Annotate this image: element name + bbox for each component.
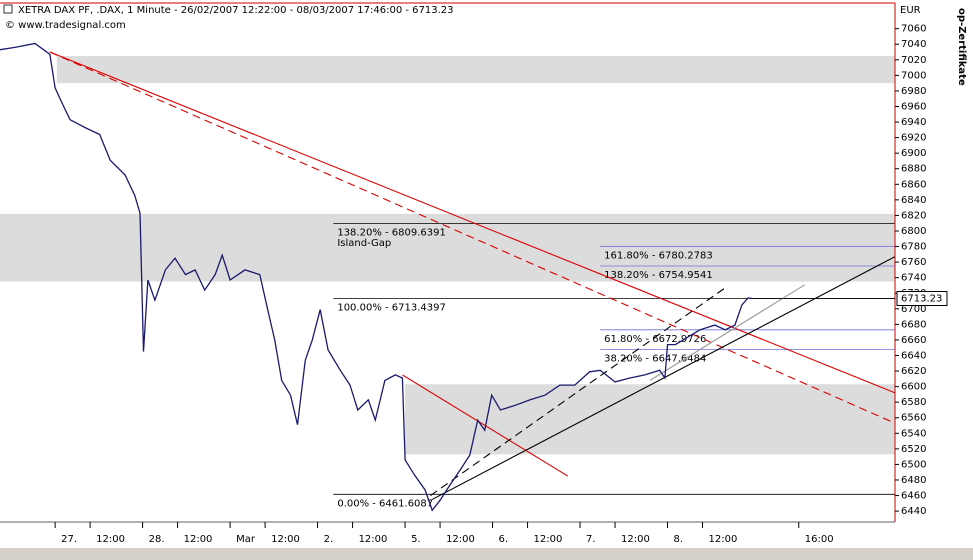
y-tick-label: 7000 (901, 70, 926, 81)
chart-subtitle: © www.tradesignal.com (5, 20, 126, 31)
y-tick-label: 6560 (901, 413, 926, 424)
x-tick-label: Mar (236, 534, 256, 545)
gap-box (405, 384, 895, 455)
y-tick-label: 6460 (901, 491, 926, 502)
y-tick-label: 6900 (901, 148, 926, 159)
last-price-box (896, 291, 948, 307)
y-tick-label: 6640 (901, 350, 926, 361)
y-tick-label: 6780 (901, 242, 926, 253)
x-tick-label: 16:00 (805, 534, 834, 545)
trend-line (649, 284, 806, 381)
y-tick-label: 6500 (901, 459, 926, 470)
side-text: op-Zertifikate (956, 8, 967, 86)
y-tick-label: 6620 (901, 366, 926, 377)
gap-box (56, 55, 895, 84)
y-tick-label: 6980 (901, 86, 926, 97)
level-label: 38.20% - 6647.6484 (604, 354, 706, 365)
trend-line (49, 51, 896, 394)
y-tick-label: 6480 (901, 475, 926, 486)
last-price-label: 6713.23 (901, 294, 942, 305)
x-tick-label: 8. (674, 534, 684, 545)
y-tick-label: 7060 (901, 24, 926, 35)
y-tick-label: 6940 (901, 117, 926, 128)
y-tick-label: 7020 (901, 55, 926, 66)
x-tick-label: 12:00 (534, 534, 563, 545)
trend-line (49, 51, 896, 424)
trend-line (430, 287, 726, 496)
y-tick-label: 6920 (901, 133, 926, 144)
level-label: 0.00% - 6461.6087 (337, 498, 433, 509)
x-tick-label: 12:00 (271, 534, 300, 545)
y-tick-label: 6840 (901, 195, 926, 206)
level-label: 138.20% - 6754.9541 (604, 270, 713, 281)
box-label: Island-Gap (337, 238, 391, 249)
x-tick-label: 12:00 (446, 534, 475, 545)
y-tick-label: 6600 (901, 382, 926, 393)
level-label: 61.80% - 6672.9726 (604, 334, 706, 345)
title-icon (3, 4, 13, 14)
x-tick-label: 6. (499, 534, 509, 545)
y-tick-label: 6660 (901, 335, 926, 346)
chart-title: XETRA DAX PF, .DAX, 1 Minute - 26/02/200… (18, 5, 454, 16)
level-label: 161.80% - 6780.2783 (604, 250, 713, 261)
x-tick-label: 27. (61, 534, 77, 545)
y-tick-label: 6860 (901, 179, 926, 190)
x-tick-label: 7. (586, 534, 596, 545)
gap-box (0, 213, 895, 282)
y-tick-label: 6520 (901, 444, 926, 455)
y-tick-label: 6880 (901, 164, 926, 175)
x-tick-label: 12:00 (709, 534, 738, 545)
x-tick-label: 12:00 (184, 534, 213, 545)
x-tick-label: 12:00 (96, 534, 125, 545)
y-tick-label: 6740 (901, 273, 926, 284)
y-tick-label: 6800 (901, 226, 926, 237)
x-tick-label: 2. (324, 534, 334, 545)
price-line (0, 42, 753, 512)
level-label: 138.20% - 6809.6391 (337, 227, 446, 238)
y-tick-label: 6700 (901, 304, 926, 315)
y-axis-label: EUR (900, 5, 921, 16)
trend-line (431, 256, 896, 500)
x-tick-label: 12:00 (621, 534, 650, 545)
x-tick-label: 28. (149, 534, 165, 545)
y-tick-label: 6760 (901, 257, 926, 268)
x-tick-label: 12:00 (359, 534, 388, 545)
y-tick-label: 6540 (901, 428, 926, 439)
y-tick-label: 6440 (901, 506, 926, 517)
y-tick-label: 6680 (901, 319, 926, 330)
x-tick-label: 5. (411, 534, 421, 545)
y-tick-label: 6960 (901, 101, 926, 112)
level-label: 100.00% - 6713.4397 (337, 302, 446, 313)
y-tick-label: 6820 (901, 210, 926, 221)
y-tick-label: 7040 (901, 39, 926, 50)
y-tick-label: 6580 (901, 397, 926, 408)
